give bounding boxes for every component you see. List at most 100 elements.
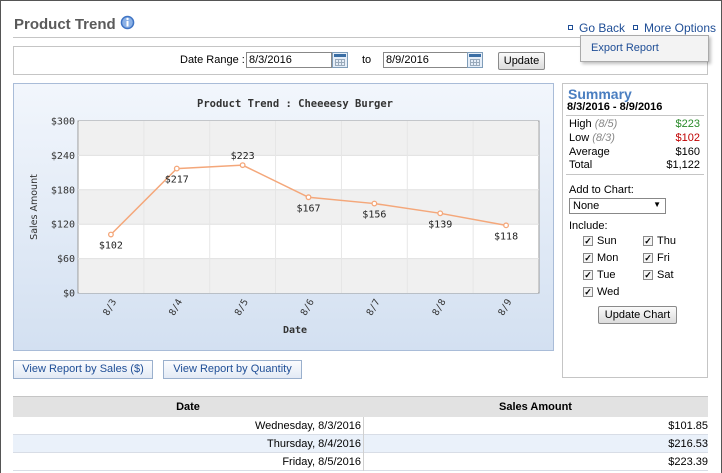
page-title: Product Trend [14,16,116,33]
data-point [503,222,510,229]
update-button[interactable]: Update [498,52,545,70]
grid-band [79,258,538,293]
update-chart-button[interactable]: Update Chart [598,306,677,324]
y-axis-ticks: $0 $60 $120 $180 $240 $300 [51,117,75,300]
date-range-bar: Date Range : to Update [13,46,708,75]
low-date: (8/3) [592,132,615,144]
y-tick-label: $0 [63,289,75,300]
column-divider [363,435,364,453]
grid-band [79,121,538,156]
mon-checkbox[interactable]: ✓ [583,253,593,263]
chart-title: Product Trend : Cheeeesy Burger [197,98,393,110]
bullet-icon [633,25,638,30]
row-date: Wednesday, 8/3/2016 [254,420,361,432]
table-row: Wednesday, 8/3/2016 $101.85 [13,417,708,435]
data-point [173,165,180,172]
total-value: $1,122 [666,159,700,171]
x-tick-label: 8/8 [430,297,448,318]
row-date: Thursday, 8/4/2016 [267,438,361,450]
export-report-menu-item[interactable]: Export Report [591,42,659,54]
y-tick-label: $300 [51,117,75,128]
date-column-header: Date [176,401,200,413]
bullet-icon [568,25,573,30]
y-tick-label: $60 [57,254,75,265]
data-label: $223 [231,151,255,162]
summary-low-row: Low (8/3) $102 [569,132,700,144]
data-label: $156 [362,210,386,221]
tue-label: Tue [597,269,616,281]
add-to-chart-select[interactable]: None ▼ [569,198,666,214]
data-point [437,210,444,217]
x-tick-label: 8/9 [496,297,514,318]
average-label: Average [569,146,610,158]
sun-label: Sun [597,235,617,247]
summary-title: Summary [568,86,632,102]
calendar-icon[interactable] [332,52,348,68]
row-amount: $101.85 [668,420,708,432]
fri-checkbox[interactable]: ✓ [643,253,653,263]
go-back-link[interactable]: Go Back [568,21,625,35]
high-date: (8/5) [594,118,618,130]
wed-checkbox[interactable]: ✓ [583,287,593,297]
y-tick-label: $180 [51,185,75,196]
row-amount: $216.53 [668,438,708,450]
view-by-quantity-button[interactable]: View Report by Quantity [163,360,302,379]
low-label: Low [569,132,590,144]
data-point [107,231,114,238]
table-header: Date Sales Amount [13,396,708,417]
to-label: to [362,54,372,66]
row-amount: $223.39 [668,456,708,468]
x-axis-ticks: 8/3 8/4 8/5 8/6 8/7 8/8 8/9 [101,297,514,318]
sun-checkbox[interactable]: ✓ [583,236,593,246]
table-row: Friday, 8/5/2016 $223.39 [13,453,708,471]
more-options-menu: Export Report [580,35,709,62]
summary-divider [566,115,704,116]
summary-panel: Summary 8/3/2016 - 8/9/2016 High (8/5) $… [562,83,708,378]
dropdown-arrow-icon: ▼ [653,200,661,209]
start-date-input[interactable] [246,52,332,68]
sat-checkbox[interactable]: ✓ [643,270,653,280]
total-label: Total [569,159,593,171]
data-label: $102 [99,241,123,252]
data-label: $118 [494,231,518,242]
data-label: $217 [165,175,189,186]
summary-date-range: 8/3/2016 - 8/9/2016 [567,101,663,113]
column-divider [363,453,364,471]
amount-column-header: Sales Amount [499,401,572,413]
summary-high-row: High (8/5) $223 [569,118,700,130]
mon-label: Mon [597,252,619,264]
end-date-input[interactable] [383,52,469,68]
thu-label: Thu [657,235,676,247]
data-label: $139 [428,219,452,230]
data-label: $167 [296,203,320,214]
x-tick-label: 8/3 [101,297,119,317]
view-by-sales-button[interactable]: View Report by Sales ($) [13,360,153,379]
x-tick-label: 8/5 [233,297,251,317]
fri-label: Fri [657,252,670,264]
go-back-label: Go Back [579,21,626,35]
more-options-link[interactable]: More Options [633,21,716,35]
info-icon[interactable] [120,15,135,30]
y-tick-label: $240 [51,151,75,162]
trend-chart-svg: Product Trend : Cheeeesy Burger $0 $60 $12… [29,98,540,336]
x-tick-label: 8/7 [365,297,383,317]
data-point [239,162,246,169]
tue-checkbox[interactable]: ✓ [583,270,593,280]
high-label: High [569,118,592,130]
y-tick-label: $120 [51,220,75,231]
x-tick-label: 8/6 [299,297,317,318]
title-divider [13,37,708,38]
sat-label: Sat [657,269,674,281]
y-axis-label: Sales Amount [29,174,40,240]
summary-average-row: Average $160 [569,146,700,158]
thu-checkbox[interactable]: ✓ [643,236,653,246]
add-to-chart-value: None [573,200,600,212]
column-divider [363,417,364,435]
wed-label: Wed [597,286,620,298]
data-point [305,194,312,201]
x-tick-label: 8/4 [167,297,185,318]
include-label: Include: [569,220,608,232]
row-date: Friday, 8/5/2016 [282,456,361,468]
high-value: $223 [675,118,700,130]
calendar-icon[interactable] [467,52,483,68]
